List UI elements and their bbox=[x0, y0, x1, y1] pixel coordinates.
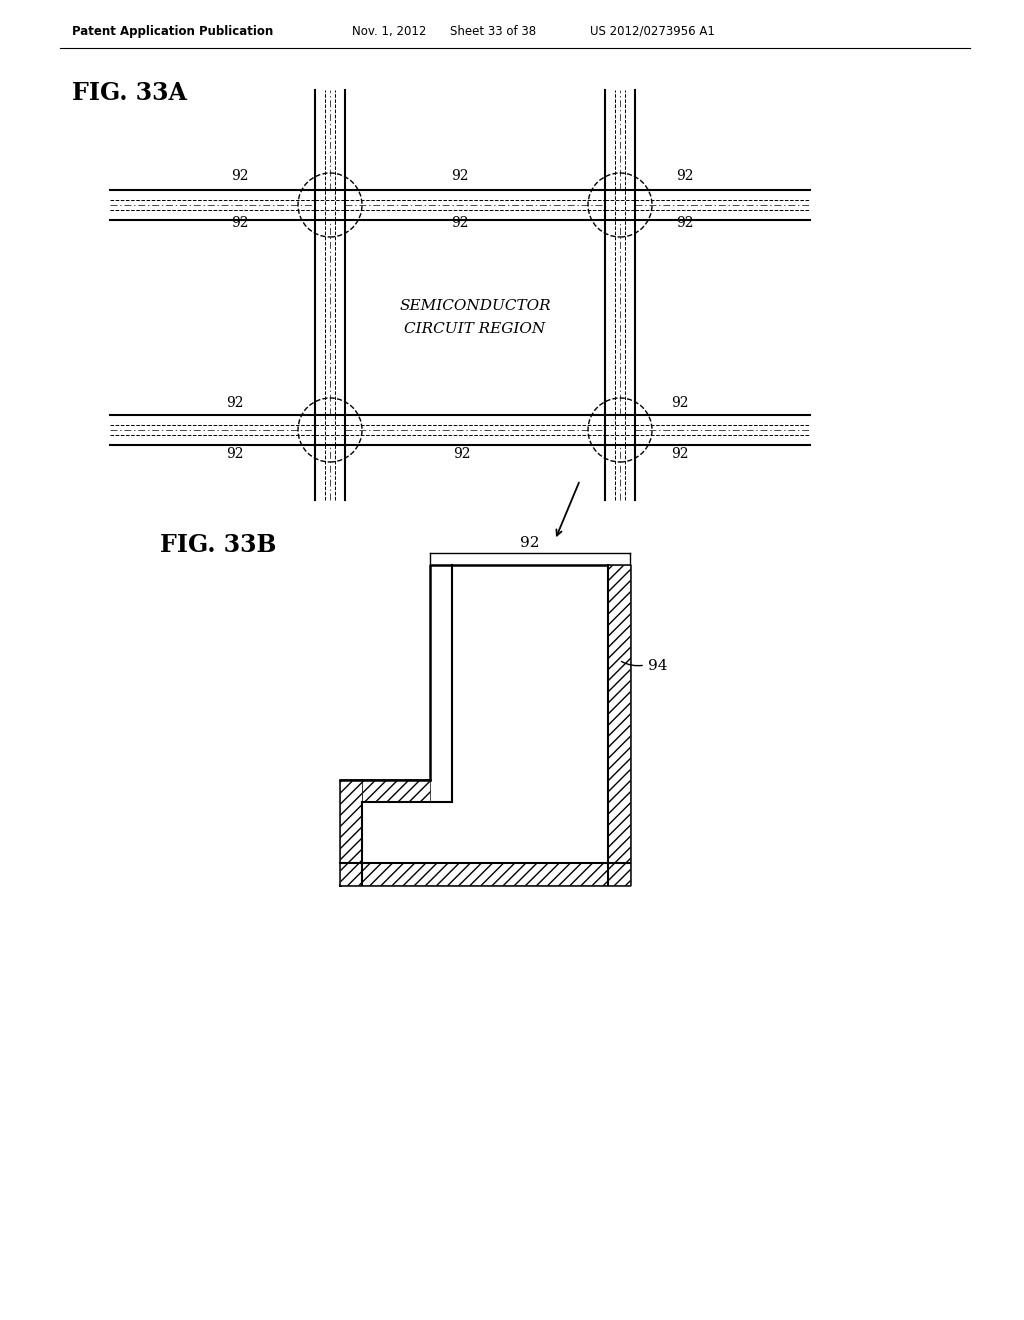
Bar bbox=[605, 414, 635, 445]
Text: Nov. 1, 2012: Nov. 1, 2012 bbox=[352, 25, 426, 38]
Bar bbox=[315, 414, 345, 445]
Text: FIG. 33B: FIG. 33B bbox=[160, 533, 276, 557]
Text: 92: 92 bbox=[226, 396, 244, 411]
Text: SEMICONDUCTOR
CIRCUIT REGION: SEMICONDUCTOR CIRCUIT REGION bbox=[399, 300, 551, 335]
Text: 92: 92 bbox=[676, 169, 693, 183]
Text: 92: 92 bbox=[676, 216, 693, 230]
Text: 92: 92 bbox=[520, 536, 540, 550]
Text: 92: 92 bbox=[452, 216, 469, 230]
Text: Patent Application Publication: Patent Application Publication bbox=[72, 25, 273, 38]
Text: 92: 92 bbox=[226, 447, 244, 461]
Polygon shape bbox=[362, 565, 608, 863]
Text: 92: 92 bbox=[452, 169, 469, 183]
Text: FIG. 33A: FIG. 33A bbox=[72, 81, 186, 106]
Text: 92: 92 bbox=[672, 447, 689, 461]
Polygon shape bbox=[340, 780, 362, 884]
Text: 92: 92 bbox=[454, 447, 471, 461]
Text: US 2012/0273956 A1: US 2012/0273956 A1 bbox=[590, 25, 715, 38]
Text: 92: 92 bbox=[231, 169, 249, 183]
Bar bbox=[605, 190, 635, 220]
Polygon shape bbox=[362, 780, 430, 803]
Polygon shape bbox=[608, 565, 630, 884]
Text: 92: 92 bbox=[231, 216, 249, 230]
Text: 94: 94 bbox=[648, 659, 668, 673]
Text: 92: 92 bbox=[672, 396, 689, 411]
Text: Sheet 33 of 38: Sheet 33 of 38 bbox=[450, 25, 537, 38]
Bar bbox=[315, 190, 345, 220]
Polygon shape bbox=[340, 863, 630, 884]
